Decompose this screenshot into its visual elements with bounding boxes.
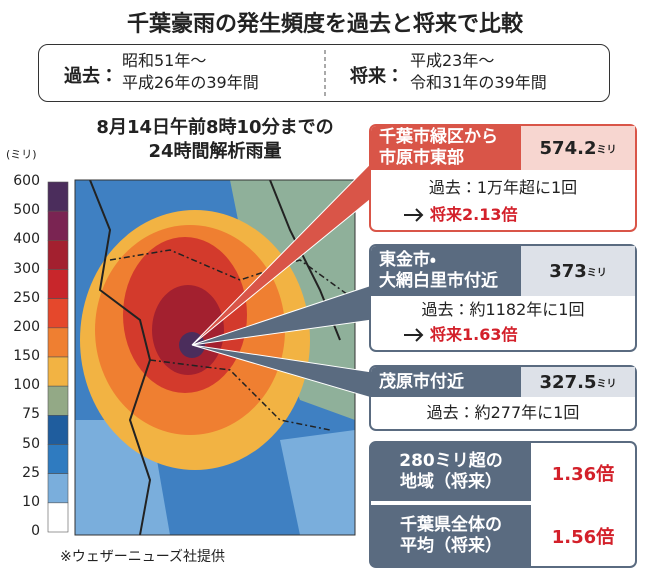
line: 令和31年の39年間 — [410, 73, 547, 92]
line: 8月14日午前8時10分までの — [96, 117, 334, 138]
credit: ※ウェザーニューズ社提供 — [60, 549, 226, 565]
line: 市原市東部 — [379, 148, 464, 168]
line: 東金市・ — [379, 250, 436, 270]
legend-tick-label: 75 — [22, 406, 40, 423]
legend-tick-label: 0 — [31, 523, 40, 539]
callout-past: 過去：1万年超に1回 — [428, 178, 578, 197]
legend-tick-label: 25 — [22, 464, 40, 481]
summary-value: 1.36倍 — [551, 464, 615, 485]
legend-swatch — [47, 210, 69, 241]
line: 茂原市付近 — [379, 371, 464, 392]
legend-tick-label: 600 — [13, 173, 40, 189]
legend — [47, 181, 69, 533]
callout-value: 373 ミリ — [521, 246, 635, 296]
arrow — [404, 328, 424, 342]
legend-tick-label: 50 — [22, 435, 40, 452]
line: 280ミリ超の — [399, 451, 503, 471]
line: 平成26年の39年間 — [122, 73, 259, 92]
legend-tick-label: 10 — [22, 493, 40, 510]
legend-tick-label: 300 — [13, 260, 40, 277]
boundary — [109, 249, 356, 301]
legend-tick-label: 400 — [13, 231, 40, 248]
callout-value: 574.2 ミリ — [521, 126, 635, 170]
legend-tick-label: 200 — [13, 318, 40, 335]
map-frame — [74, 179, 356, 536]
line: 24時間解析雨量 — [148, 141, 282, 162]
legend-swatch — [47, 385, 69, 416]
legend-tick-label: 150 — [13, 348, 40, 364]
value: 373 — [549, 260, 587, 282]
summary-label: 280ミリ超の 地域（将来） — [371, 443, 531, 503]
line: 平成23年〜 — [410, 51, 495, 70]
arrow — [404, 208, 424, 222]
callout-area: 東金市・ 大網白里市付近 — [371, 246, 521, 296]
period-label: 将来： — [350, 66, 404, 87]
legend-tick-label: 500 — [13, 202, 40, 219]
value: 327.5 — [539, 371, 597, 393]
coastline — [89, 179, 152, 536]
line: 千葉市緑区から — [379, 127, 498, 147]
callout-future: 将来2.13倍 — [430, 205, 518, 224]
line: 平均（将来） — [400, 535, 502, 556]
unit: ミリ — [586, 267, 607, 279]
callout-value: 327.5 ミリ — [521, 367, 635, 397]
summary-label: 千葉県全体の 平均（将来） — [371, 505, 531, 566]
period-label: 過去： — [64, 66, 118, 87]
period-box — [38, 44, 610, 102]
period-text: 昭和51年〜平成26年の39年間 — [122, 50, 259, 94]
legend-swatch — [47, 444, 69, 474]
legend-tick-label: 250 — [13, 289, 40, 306]
legend-swatch — [47, 181, 69, 212]
callout-future: 将来1.63倍 — [430, 325, 518, 344]
period-text: 平成23年〜令和31年の39年間 — [410, 50, 547, 94]
unit: ミリ — [596, 378, 617, 390]
line: 地域（将来） — [400, 472, 502, 492]
value: 574.2 — [539, 137, 597, 159]
line: 大網白里市付近 — [379, 271, 498, 291]
legend-swatch — [47, 356, 69, 387]
legend-swatch — [47, 298, 69, 329]
callout-area: 茂原市付近 — [371, 367, 521, 397]
legend-tick-label: 100 — [13, 377, 40, 394]
summary-value: 1.56倍 — [551, 526, 615, 548]
map-title: 8月14日午前8時10分までの 24時間解析雨量 — [60, 116, 370, 164]
line: 千葉県全体の — [400, 514, 502, 535]
legend-swatch — [47, 415, 69, 445]
line: 昭和51年〜 — [122, 51, 207, 70]
legend-swatch — [47, 269, 69, 299]
callout-past: 過去：約1182年に1回 — [421, 300, 585, 319]
title: 千葉豪雨の発生頻度を過去と将来で比較 — [126, 12, 523, 37]
legend-swatch — [47, 327, 69, 358]
map-region — [280, 430, 355, 535]
legend-unit: (ミリ) — [6, 148, 37, 161]
legend-swatch — [47, 240, 69, 270]
boundary — [149, 359, 331, 431]
legend-swatch — [47, 502, 69, 533]
callout-past: 過去：約277年に1回 — [426, 403, 580, 422]
callout-area: 千葉市緑区から 市原市東部 — [371, 126, 521, 170]
legend-swatch — [47, 473, 69, 504]
map-region — [152, 285, 224, 375]
unit: ミリ — [596, 144, 617, 156]
